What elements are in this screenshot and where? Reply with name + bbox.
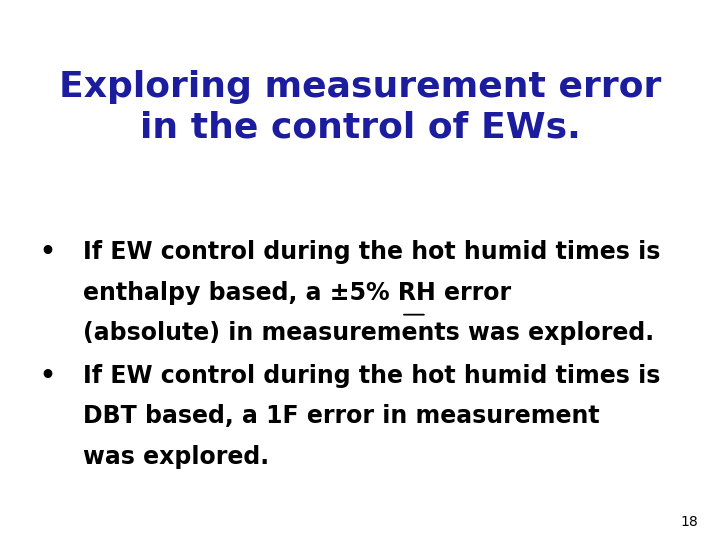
Text: 18: 18 [680, 515, 698, 529]
Text: Exploring measurement error
in the control of EWs.: Exploring measurement error in the contr… [59, 70, 661, 145]
Text: If EW control during the hot humid times is: If EW control during the hot humid times… [83, 364, 660, 388]
Text: enthalpy based, a ±5% RH error: enthalpy based, a ±5% RH error [83, 281, 511, 305]
Text: •: • [40, 364, 55, 388]
Text: enthalpy based, a ±: enthalpy based, a ± [83, 281, 349, 305]
Text: If EW control during the hot humid times is: If EW control during the hot humid times… [83, 240, 660, 264]
Text: enthalpy based, a: enthalpy based, a [83, 281, 330, 305]
Text: •: • [40, 240, 55, 264]
Text: (absolute) in measurements was explored.: (absolute) in measurements was explored. [83, 321, 654, 345]
Text: was explored.: was explored. [83, 445, 269, 469]
Text: DBT based, a 1F error in measurement: DBT based, a 1F error in measurement [83, 404, 600, 428]
